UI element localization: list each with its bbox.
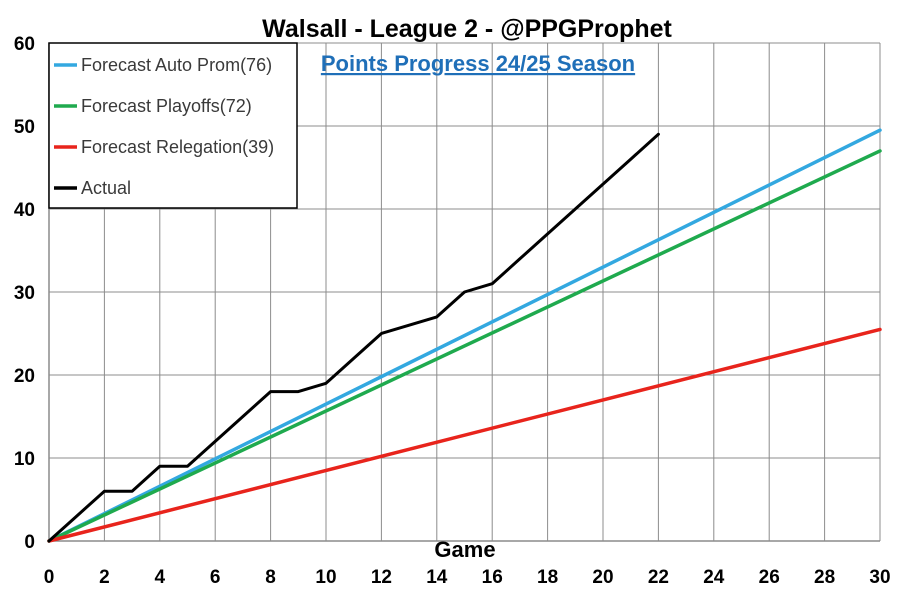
chart-title: Walsall - League 2 - @PPGProphet [262, 15, 672, 43]
x-tick-label: 18 [537, 567, 558, 588]
x-tick-label: 30 [869, 567, 890, 588]
x-tick-label: 12 [371, 567, 392, 588]
x-tick-label: 20 [592, 567, 613, 588]
x-tick-label: 14 [426, 567, 448, 588]
legend: Forecast Auto Prom(76) Forecast Playoffs(… [48, 42, 298, 209]
legend-label: Actual [81, 178, 131, 198]
x-tick-label: 4 [155, 567, 166, 588]
x-tick-label: 24 [703, 567, 725, 588]
legend-label: Forecast Playoffs(72) [81, 96, 252, 116]
series-line-forecast-auto-prom-76 [47, 128, 882, 543]
x-tick-label: 28 [814, 567, 835, 588]
x-tick-label: 10 [315, 567, 336, 588]
y-tick-label: 10 [14, 449, 35, 470]
series-line-forecast-playoffs-72 [47, 149, 882, 543]
x-tick-label: 0 [44, 567, 55, 588]
series-lines [47, 128, 882, 543]
x-tick-label: 16 [482, 567, 503, 588]
chart-subtitle: Points Progress 24/25 Season [321, 51, 635, 76]
x-tick-label: 22 [648, 567, 669, 588]
y-tick-label: 20 [14, 366, 35, 387]
legend-box [48, 42, 298, 209]
series-line-forecast-relegation-39 [47, 327, 882, 543]
x-tick-label: 8 [265, 567, 276, 588]
x-tick-label: 26 [759, 567, 780, 588]
x-axis-title: Game [434, 537, 495, 562]
y-tick-label: 40 [14, 200, 35, 221]
y-tick-label: 0 [24, 532, 35, 553]
y-tick-label: 30 [14, 283, 35, 304]
series-line-actual [47, 132, 660, 543]
legend-label: Forecast Relegation(39) [81, 137, 274, 157]
x-tick-label: 6 [210, 567, 221, 588]
y-tick-label: 60 [14, 34, 35, 55]
y-tick-label: 50 [14, 117, 35, 138]
x-tick-label: 2 [99, 567, 110, 588]
legend-label: Forecast Auto Prom(76) [81, 55, 272, 75]
